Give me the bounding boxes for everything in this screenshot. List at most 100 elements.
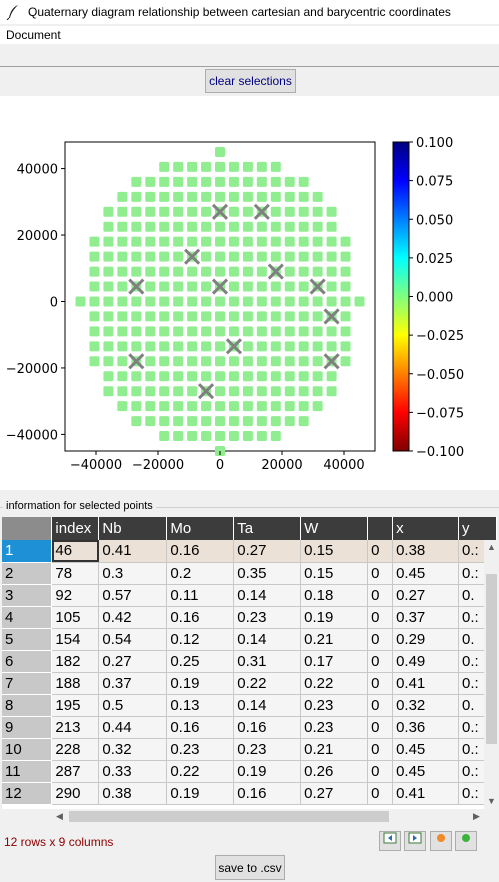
- data-point[interactable]: [228, 371, 239, 382]
- table-cell[interactable]: 290: [51, 782, 100, 805]
- table-cell[interactable]: 0.16: [166, 540, 235, 563]
- table-cell[interactable]: 0.19: [166, 672, 235, 695]
- data-point[interactable]: [326, 266, 337, 277]
- data-point[interactable]: [298, 326, 309, 337]
- data-point[interactable]: [256, 221, 267, 232]
- data-point[interactable]: [173, 431, 184, 442]
- data-point[interactable]: [256, 236, 267, 247]
- data-point[interactable]: [312, 236, 323, 247]
- data-point[interactable]: [187, 356, 198, 367]
- data-point[interactable]: [340, 326, 351, 337]
- table-cell[interactable]: 0.15: [300, 562, 369, 585]
- data-point[interactable]: [159, 431, 170, 442]
- data-point[interactable]: [284, 401, 295, 412]
- data-point[interactable]: [284, 416, 295, 427]
- next-page-button[interactable]: [404, 831, 426, 851]
- data-point[interactable]: [159, 386, 170, 397]
- row-number[interactable]: 1: [2, 540, 53, 563]
- table-cell[interactable]: 0.25: [166, 650, 235, 673]
- data-point[interactable]: [312, 206, 323, 217]
- data-point[interactable]: [228, 266, 239, 277]
- table-cell[interactable]: 0.19: [300, 606, 369, 629]
- data-point[interactable]: [145, 176, 156, 187]
- data-point[interactable]: [242, 416, 253, 427]
- selected-marker[interactable]: [184, 248, 201, 265]
- data-point[interactable]: [215, 221, 225, 232]
- data-point[interactable]: [312, 326, 323, 337]
- data-point[interactable]: [312, 251, 323, 262]
- data-point[interactable]: [187, 386, 198, 397]
- scroll-left-icon[interactable]: ◀: [56, 811, 63, 821]
- data-point[interactable]: [298, 386, 309, 397]
- data-point[interactable]: [312, 266, 323, 277]
- data-point[interactable]: [187, 311, 198, 322]
- table-cell[interactable]: 213: [51, 716, 100, 739]
- table-row[interactable]: 7 188 0.37 0.19 0.22 0.22 0 0.41 0.:: [2, 672, 497, 695]
- column-header[interactable]: Ta: [233, 517, 302, 540]
- data-point[interactable]: [201, 251, 212, 262]
- data-point[interactable]: [228, 356, 239, 367]
- column-header[interactable]: x: [392, 517, 459, 540]
- data-point[interactable]: [270, 296, 281, 307]
- data-point[interactable]: [187, 296, 198, 307]
- data-point[interactable]: [173, 401, 184, 412]
- data-point[interactable]: [228, 251, 239, 262]
- scatter-chart[interactable]: −40000 −20000 0 20000 40000 −40000 −20000 0 2000…: [0, 96, 499, 490]
- data-point[interactable]: [187, 401, 198, 412]
- row-number[interactable]: 12: [2, 782, 53, 805]
- data-point[interactable]: [145, 236, 156, 247]
- table-cell[interactable]: 0.12: [166, 628, 235, 651]
- table-cell[interactable]: 0: [367, 628, 394, 651]
- table-cell[interactable]: 0.14: [233, 584, 302, 607]
- data-point[interactable]: [131, 371, 142, 382]
- data-point[interactable]: [326, 251, 337, 262]
- data-point[interactable]: [159, 356, 170, 367]
- data-point[interactable]: [340, 311, 351, 322]
- data-point[interactable]: [103, 251, 114, 262]
- data-point[interactable]: [187, 161, 198, 172]
- data-point[interactable]: [173, 416, 184, 427]
- data-point[interactable]: [242, 356, 253, 367]
- data-point[interactable]: [117, 356, 128, 367]
- data-point[interactable]: [187, 341, 198, 352]
- table-cell[interactable]: 0.41: [98, 540, 168, 563]
- table-cell[interactable]: 0.23: [233, 606, 302, 629]
- data-point[interactable]: [340, 251, 351, 262]
- clear-selections-button[interactable]: clear selections: [205, 69, 296, 93]
- data-point[interactable]: [270, 206, 281, 217]
- data-point[interactable]: [270, 431, 281, 442]
- data-point[interactable]: [284, 236, 295, 247]
- table-cell[interactable]: 0.22: [233, 672, 302, 695]
- table-cell[interactable]: 0.16: [233, 782, 302, 805]
- data-point[interactable]: [117, 266, 128, 277]
- table-cell[interactable]: 228: [51, 738, 100, 761]
- data-point[interactable]: [326, 326, 337, 337]
- selected-marker[interactable]: [211, 203, 229, 220]
- data-point[interactable]: [89, 311, 100, 322]
- data-point[interactable]: [270, 386, 281, 397]
- data-point[interactable]: [117, 281, 128, 292]
- data-point[interactable]: [242, 221, 253, 232]
- data-point[interactable]: [312, 311, 323, 322]
- data-point[interactable]: [159, 236, 170, 247]
- table-cell[interactable]: 0.41: [392, 672, 459, 695]
- data-point[interactable]: [159, 266, 170, 277]
- table-cell[interactable]: 0.27: [233, 540, 302, 563]
- data-point[interactable]: [103, 266, 114, 277]
- data-point[interactable]: [145, 326, 156, 337]
- scroll-right-icon[interactable]: ▶: [473, 811, 480, 821]
- data-point[interactable]: [340, 296, 351, 307]
- table-cell[interactable]: 0.3: [98, 562, 168, 585]
- data-point[interactable]: [145, 386, 156, 397]
- table-cell[interactable]: 0: [367, 540, 394, 563]
- table-cell[interactable]: 188: [51, 672, 100, 695]
- data-point[interactable]: [340, 236, 351, 247]
- data-point[interactable]: [103, 206, 114, 217]
- data-point[interactable]: [354, 296, 365, 307]
- table-row[interactable]: 12 290 0.38 0.19 0.16 0.27 0 0.41 0.:: [2, 782, 497, 805]
- data-point[interactable]: [201, 206, 212, 217]
- data-point[interactable]: [312, 356, 323, 367]
- data-point[interactable]: [117, 341, 128, 352]
- data-point[interactable]: [187, 326, 198, 337]
- data-point[interactable]: [117, 311, 128, 322]
